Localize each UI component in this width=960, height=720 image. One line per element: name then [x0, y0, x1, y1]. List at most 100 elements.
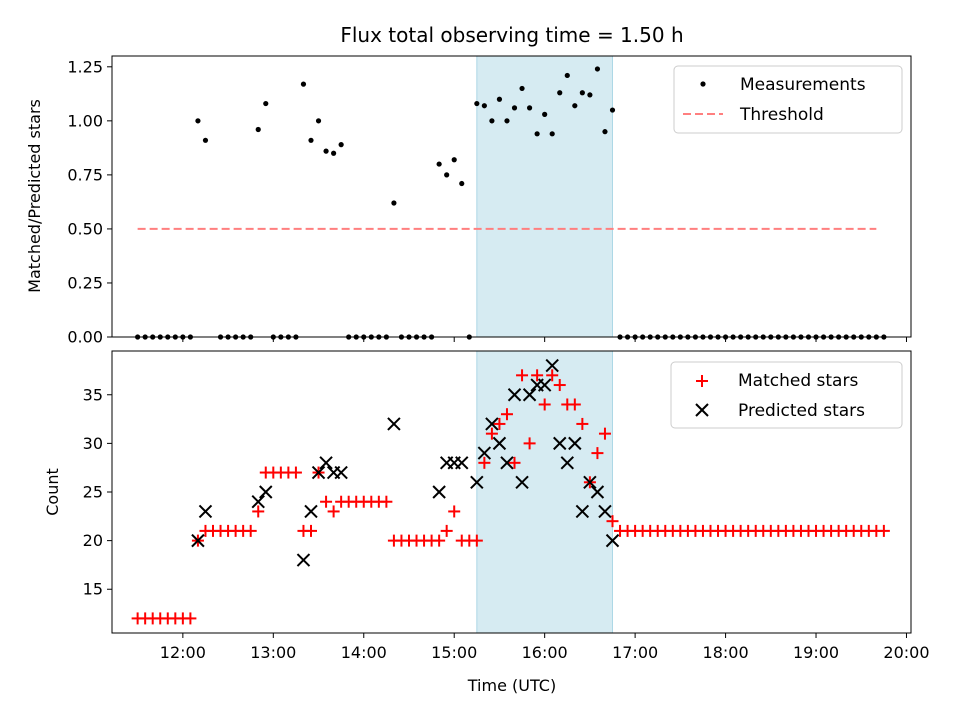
matched-star-point [598, 427, 611, 440]
bot-y-tick-label: 15 [83, 580, 103, 599]
matched-star-point [606, 515, 619, 528]
measurement-point [323, 148, 329, 154]
matched-star-point [289, 466, 302, 479]
predicted-star-point [583, 475, 597, 489]
measurement-point [496, 96, 503, 102]
predicted-star-point [477, 446, 492, 460]
matched-star-point [553, 379, 566, 392]
measurement-point [195, 118, 201, 124]
x-axis-label: Time (UTC) [467, 676, 556, 695]
measurement-point [436, 161, 442, 167]
predicted-star-point [198, 504, 213, 519]
bottom-legend: Matched stars Predicted stars [670, 361, 903, 429]
legend-predicted-x-icon [695, 403, 709, 417]
matched-star-point [304, 524, 317, 537]
x-tick-label: 20:00 [883, 643, 929, 662]
bot-y-tick-label: 25 [83, 483, 103, 502]
top-legend-box [673, 65, 903, 134]
matched-star-point [576, 417, 589, 430]
predicted-star-point [296, 553, 311, 567]
measurement-point [331, 150, 337, 156]
legend-matched-plus-icon [696, 375, 708, 387]
x-tick-label: 16:00 [522, 643, 568, 662]
predicted-star-point [334, 465, 348, 480]
legend-predicted-label: Predicted stars [738, 401, 865, 421]
bottom-axes-frame [111, 350, 912, 634]
measurement-point [315, 118, 322, 124]
top-panel: 0.00 0.25 0.50 0.75 1.00 1.25 Matched/Predict… [25, 55, 912, 347]
bottom-y-axis-label: Count [43, 468, 62, 516]
matched-star-point [591, 447, 604, 460]
top-y-tick-label: 0.25 [67, 273, 103, 292]
measurement-point [255, 126, 261, 133]
predicted-star-point [590, 485, 605, 499]
top-y-tick-label: 1.25 [67, 57, 103, 76]
top-y-tick-label: 0.00 [67, 328, 103, 347]
measurement-point [391, 200, 397, 206]
chart-title: Flux total observing time = 1.50 h [340, 23, 683, 47]
measurement-point [579, 90, 585, 96]
matched-star-point [320, 495, 333, 508]
measurement-point [489, 118, 495, 124]
predicted-star-point [191, 533, 205, 548]
matched-star-point [485, 427, 498, 440]
measurement-point [609, 107, 616, 113]
bot-y-tick-label: 30 [83, 434, 103, 453]
predicted-star-point [500, 456, 514, 470]
predicted-star-point [492, 436, 507, 451]
predicted-star-point [259, 485, 273, 499]
top-legend: Measurements Threshold [673, 65, 903, 134]
matched-star-point [478, 456, 491, 469]
matched-star-point [327, 505, 340, 518]
legend-matched-label: Matched stars [738, 371, 858, 391]
measurement-point [481, 103, 487, 109]
legend-measurements-dot-icon [700, 81, 706, 87]
measurement-point [519, 85, 525, 92]
legend-measurements-label: Measurements [740, 75, 866, 95]
matched-star-point [508, 456, 521, 469]
matched-star-point [546, 369, 559, 382]
predicted-star-point [319, 456, 333, 470]
matched-star-point [380, 495, 393, 508]
predicted-star-point [507, 388, 522, 402]
predicted-star-point [605, 533, 620, 548]
predicted-star-point [545, 358, 559, 373]
measurement-point [602, 129, 608, 135]
matched-star-point [470, 534, 483, 547]
measurement-point [444, 172, 450, 178]
matched-star-point [184, 612, 197, 625]
measurement-point [542, 111, 548, 117]
measurement-point [338, 142, 344, 148]
legend-threshold-label: Threshold [739, 105, 824, 125]
predicted-star-point [598, 504, 612, 519]
predicted-star-point [432, 485, 446, 499]
predicted-star-point [553, 436, 567, 451]
matched-star-point [440, 524, 453, 537]
measurement-point [587, 92, 593, 98]
top-axes-frame [111, 55, 912, 338]
top-y-axis-label: Matched/Predicted stars [25, 99, 44, 293]
predicted-star-point [387, 417, 401, 431]
measurement-point [300, 81, 307, 87]
x-tick-label: 15:00 [431, 643, 477, 662]
x-tick-label: 18:00 [703, 643, 749, 662]
x-tick-label: 19:00 [793, 643, 839, 662]
top-y-tick-label: 1.00 [67, 111, 103, 130]
predicted-star-point [304, 504, 318, 519]
matched-star-point [531, 369, 544, 382]
predicted-star-point [251, 495, 265, 509]
predicted-star-point [455, 456, 469, 470]
measurement-point [263, 100, 269, 107]
measurement-point [451, 157, 457, 163]
top-y-tick-label: 0.75 [67, 165, 103, 184]
top-y-tick-label: 0.50 [67, 219, 103, 238]
predicted-star-point [537, 378, 552, 392]
matched-star-point [568, 398, 581, 411]
matched-star-point [493, 417, 506, 430]
measurement-point [202, 137, 209, 143]
measurement-point [504, 118, 510, 124]
predicted-star-point [522, 388, 537, 402]
predicted-star-point [568, 436, 582, 451]
measurement-point [308, 137, 314, 143]
